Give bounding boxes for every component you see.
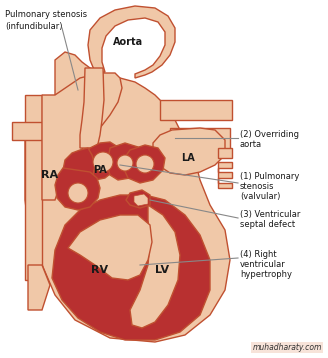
Polygon shape <box>12 122 42 140</box>
Polygon shape <box>123 145 165 183</box>
Polygon shape <box>25 95 42 280</box>
Polygon shape <box>88 6 175 78</box>
Polygon shape <box>80 68 104 148</box>
Circle shape <box>68 183 88 203</box>
Polygon shape <box>107 143 143 180</box>
Polygon shape <box>218 148 232 158</box>
Text: ventricular: ventricular <box>240 260 286 269</box>
Text: stenosis: stenosis <box>240 182 275 191</box>
Circle shape <box>136 155 154 173</box>
Text: LV: LV <box>155 265 169 275</box>
Circle shape <box>93 152 113 172</box>
Text: (infundibular): (infundibular) <box>5 22 63 31</box>
Text: muhadharaty.com: muhadharaty.com <box>253 343 322 352</box>
Text: Pulmonary stenosis: Pulmonary stenosis <box>5 10 87 19</box>
Text: (4) Right: (4) Right <box>240 250 277 259</box>
Polygon shape <box>170 128 230 155</box>
Text: septal defect: septal defect <box>240 220 295 229</box>
Text: PA: PA <box>93 165 107 175</box>
Polygon shape <box>42 73 122 200</box>
Polygon shape <box>28 265 50 310</box>
Text: (1) Pulmonary: (1) Pulmonary <box>240 172 299 181</box>
Polygon shape <box>134 194 148 206</box>
Text: (valvular): (valvular) <box>240 192 280 201</box>
Text: RV: RV <box>92 265 109 275</box>
Text: (2) Overriding: (2) Overriding <box>240 130 299 139</box>
Text: (3) Ventricular: (3) Ventricular <box>240 210 300 219</box>
Polygon shape <box>63 148 95 183</box>
Polygon shape <box>52 195 210 340</box>
Polygon shape <box>83 142 120 180</box>
Text: aorta: aorta <box>240 140 262 149</box>
Text: Aorta: Aorta <box>113 37 143 47</box>
Text: LA: LA <box>181 153 195 163</box>
Polygon shape <box>130 205 180 328</box>
Polygon shape <box>68 215 152 280</box>
Polygon shape <box>55 168 100 210</box>
Circle shape <box>117 155 133 171</box>
Polygon shape <box>25 52 230 342</box>
Text: hypertrophy: hypertrophy <box>240 270 292 279</box>
Polygon shape <box>153 128 225 175</box>
Polygon shape <box>218 162 232 188</box>
Text: RA: RA <box>41 170 59 180</box>
Polygon shape <box>160 100 232 120</box>
Polygon shape <box>126 190 150 208</box>
